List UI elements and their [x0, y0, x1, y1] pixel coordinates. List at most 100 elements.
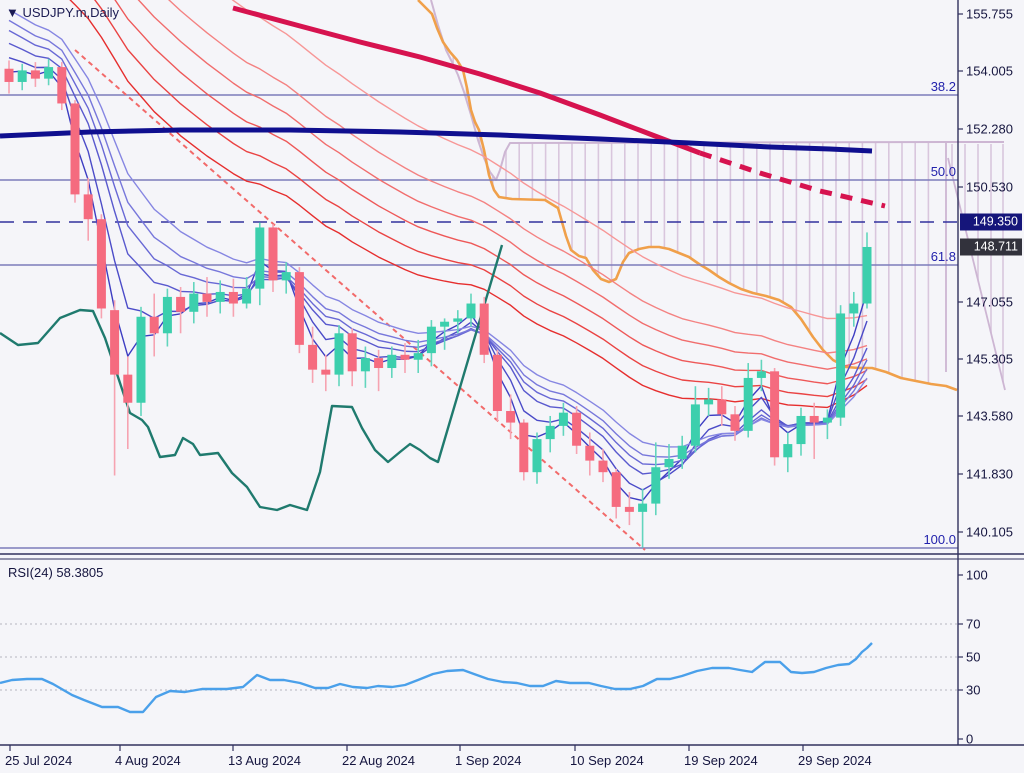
descending-trendline: [74, 49, 646, 551]
time-axis-label[interactable]: 22 Aug 2024: [342, 753, 416, 768]
time-axis-label[interactable]: 25 Jul 2024: [5, 753, 73, 768]
bid-price-box: 148.711: [960, 238, 1022, 256]
bear-candle: [585, 445, 595, 461]
bull-candle: [690, 404, 700, 446]
bull-candle: [44, 67, 54, 79]
time-axis-label[interactable]: 4 Aug 2024: [115, 753, 181, 768]
bear-candle: [717, 399, 727, 415]
symbol-timeframe-label: USDJPY.m,Daily: [22, 5, 120, 20]
bull-candle: [849, 303, 859, 314]
time-axis-label[interactable]: 19 Sep 2024: [684, 753, 758, 768]
rsi-axis-label: 50: [966, 649, 981, 665]
bull-candle: [545, 425, 555, 440]
bear-candle: [70, 103, 80, 195]
time-axis-label[interactable]: 29 Sep 2024: [798, 753, 872, 768]
rsi-line: [0, 642, 873, 714]
gmma-short-ema-line: [8, 19, 868, 458]
bear-candle: [506, 411, 516, 423]
bull-candle: [242, 288, 252, 304]
bear-candle: [479, 303, 489, 355]
bull-candle: [677, 445, 687, 459]
ichimoku-senkou-b-line: [430, 0, 1004, 181]
time-axis-label[interactable]: 10 Sep 2024: [570, 753, 644, 768]
bear-candle: [176, 296, 186, 312]
bull-candle: [453, 318, 463, 322]
bear-candle: [611, 472, 621, 507]
bull-candle: [136, 316, 146, 403]
bear-candle: [572, 412, 582, 446]
ichimoku-senkou-a-line: [417, 0, 958, 392]
price-axis-label: 155.755: [966, 6, 1013, 22]
price-axis-label: 152.280: [966, 121, 1013, 137]
fib-level-label: 100.0: [923, 532, 956, 547]
price-axis-label: 154.005: [966, 63, 1013, 79]
bull-candle: [189, 293, 199, 312]
bear-candle: [4, 68, 14, 82]
bear-candle: [228, 291, 238, 304]
bear-candle: [268, 227, 278, 281]
price-axis-label: 147.055: [966, 294, 1013, 310]
bear-candle: [770, 371, 780, 458]
bear-candle: [96, 219, 106, 309]
bull-candle: [664, 458, 674, 468]
bear-candle: [624, 506, 634, 512]
bear-candle: [83, 194, 93, 220]
bull-candle: [558, 412, 568, 426]
rsi-axis-label: 70: [966, 616, 981, 632]
bear-candle: [809, 415, 819, 423]
bear-candle: [294, 272, 304, 345]
time-axis-label[interactable]: 1 Sep 2024: [455, 753, 522, 768]
bull-candle: [532, 439, 542, 473]
bull-candle: [162, 296, 172, 334]
gmma-short-ema-line: [8, 9, 868, 448]
rsi-axis-label: 30: [966, 682, 981, 698]
bull-candle: [836, 313, 846, 418]
ma100-line: [232, 5, 701, 156]
bull-candle: [360, 358, 370, 372]
bull-candle: [426, 326, 436, 354]
ma100-line-dashed: [699, 150, 886, 209]
bull-candle: [756, 371, 766, 378]
gmma-long-ema-line: [168, 0, 868, 354]
bear-candle: [347, 333, 357, 372]
zigzag-line: [0, 244, 504, 512]
bull-candle: [862, 246, 872, 304]
price-axis-label: 140.105: [966, 524, 1013, 540]
bull-candle: [743, 377, 753, 431]
bull-candle: [638, 503, 648, 512]
bull-candle: [413, 353, 423, 360]
bull-candle: [387, 354, 397, 369]
bear-candle: [308, 344, 318, 370]
time-axis-label[interactable]: 13 Aug 2024: [228, 753, 302, 768]
bull-candle: [822, 417, 832, 423]
bear-candle: [400, 354, 410, 360]
gmma-long-ema-line: [114, 0, 868, 385]
bear-candle: [519, 422, 529, 473]
bull-candle: [466, 303, 476, 319]
symbol-title[interactable]: ▼ USDJPY.m,Daily: [6, 5, 119, 20]
gmma-short-ema-line: [8, 70, 868, 502]
bull-candle: [796, 415, 806, 445]
bull-candle: [17, 70, 27, 82]
bear-candle: [202, 293, 212, 302]
bear-candle: [374, 358, 384, 369]
gmma-long-ema-line: [94, 0, 868, 398]
fib-level-label: 38.2: [930, 79, 956, 94]
bull-candle: [783, 444, 793, 458]
rsi-indicator-label: RSI(24) 58.3805: [8, 565, 104, 580]
level-price-box: 149.350: [960, 213, 1022, 231]
bear-candle: [149, 316, 159, 334]
bear-candle: [598, 460, 608, 473]
gmma-long-ema-line: [137, 0, 868, 370]
symbol-dropdown-icon[interactable]: ▼: [6, 5, 19, 20]
fib-level-label: 61.8: [930, 249, 956, 264]
bear-candle: [30, 70, 40, 79]
bear-candle: [57, 67, 67, 104]
bull-candle: [440, 321, 450, 327]
bull-candle: [255, 227, 265, 289]
bull-candle: [651, 467, 661, 504]
rsi-axis-label: 100: [966, 567, 988, 583]
bull-candle: [215, 291, 225, 302]
